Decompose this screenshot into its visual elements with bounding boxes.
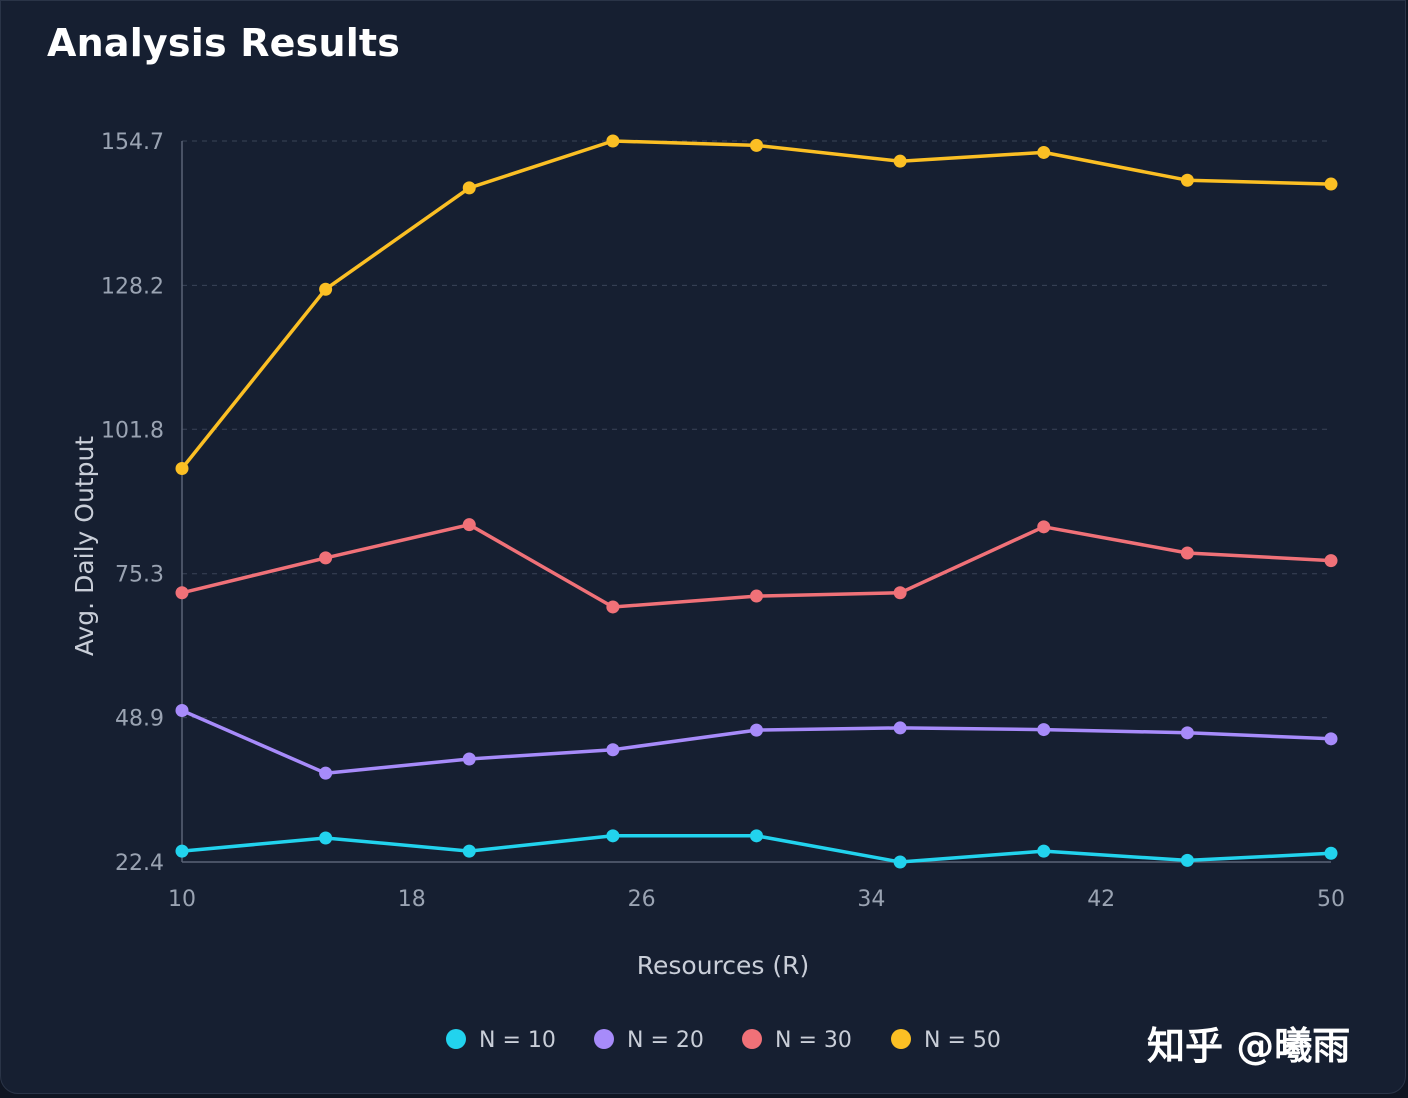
legend-label: N = 30 — [775, 1028, 852, 1053]
legend-label: N = 10 — [479, 1028, 556, 1053]
data-point — [319, 766, 333, 780]
y-tick-label: 75.3 — [115, 563, 164, 588]
data-point — [606, 829, 620, 843]
y-tick-labels: 154.7 128.2 101.8 75.3 48.9 22.4 — [101, 130, 164, 876]
y-tick-label: 22.4 — [115, 851, 164, 876]
data-point — [1037, 145, 1051, 159]
data-point — [1037, 520, 1051, 534]
data-point — [1180, 853, 1194, 867]
x-tick-label: 50 — [1317, 887, 1345, 912]
legend-marker — [594, 1029, 614, 1049]
data-point — [606, 743, 620, 757]
x-tick-labels: 10 18 26 34 42 50 — [168, 887, 1345, 912]
data-points — [175, 134, 1338, 869]
y-tick-label: 101.8 — [101, 418, 164, 443]
x-axis-title: Resources (R) — [637, 951, 810, 980]
data-point — [893, 586, 907, 600]
x-tick-label: 42 — [1087, 887, 1115, 912]
data-point — [462, 518, 476, 532]
chart-title: Analysis Results — [47, 21, 401, 65]
legend-label: N = 50 — [924, 1028, 1001, 1053]
y-tick-label: 154.7 — [101, 130, 164, 155]
data-point — [750, 138, 763, 152]
data-point — [462, 752, 476, 766]
data-point — [1037, 723, 1051, 737]
data-point — [462, 844, 476, 858]
data-point — [319, 551, 333, 565]
data-point — [175, 462, 189, 476]
data-point — [1180, 726, 1194, 740]
y-tick-label: 48.9 — [115, 707, 164, 732]
y-tick-label: 128.2 — [101, 274, 164, 299]
data-point — [606, 134, 620, 148]
data-point — [1037, 844, 1051, 858]
data-point — [606, 600, 620, 614]
series-lines — [180, 139, 1333, 864]
legend-marker — [742, 1029, 762, 1049]
data-point — [750, 829, 763, 843]
data-point — [1324, 732, 1338, 746]
data-point — [175, 586, 189, 600]
data-point — [1324, 846, 1338, 860]
series-line-n-20 — [180, 708, 1333, 775]
data-point — [175, 844, 189, 858]
legend-label: N = 20 — [627, 1028, 704, 1053]
data-point — [1180, 546, 1194, 560]
data-point — [1324, 177, 1338, 191]
x-tick-label: 26 — [628, 887, 656, 912]
data-point — [893, 154, 907, 168]
x-tick-label: 18 — [398, 887, 426, 912]
data-point — [893, 721, 907, 735]
legend: N = 10 N = 20 N = 30 N = 50 — [446, 1028, 1001, 1053]
watermark: 知乎 @曦雨 — [1147, 1024, 1351, 1068]
series-line-n-50 — [180, 139, 1333, 471]
data-point — [319, 282, 333, 296]
y-axis-title: Avg. Daily Output — [70, 436, 99, 656]
data-point — [175, 703, 189, 717]
x-tick-label: 10 — [168, 887, 196, 912]
data-point — [462, 181, 476, 195]
axes — [181, 141, 1331, 863]
legend-marker — [891, 1029, 911, 1049]
data-point — [1180, 173, 1194, 187]
data-point — [750, 589, 763, 603]
legend-marker — [446, 1029, 466, 1049]
x-tick-label: 34 — [857, 887, 885, 912]
grid-lines — [182, 140, 1331, 719]
data-point — [319, 831, 333, 845]
data-point — [893, 855, 907, 869]
data-point — [1324, 554, 1338, 568]
data-point — [750, 723, 763, 737]
